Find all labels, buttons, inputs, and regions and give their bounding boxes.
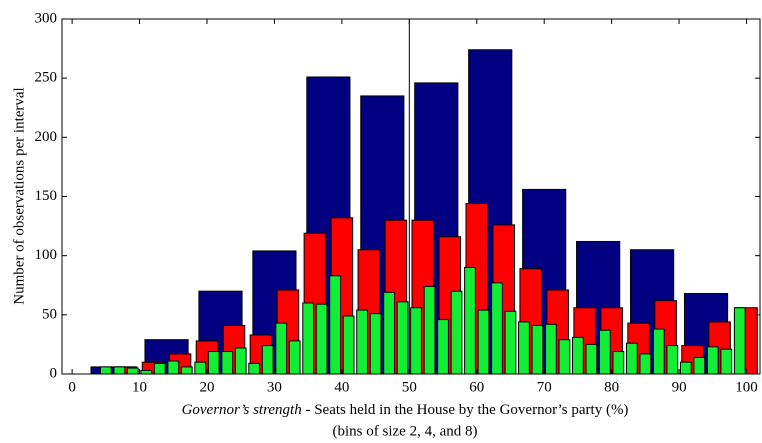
x-tick-label: 90 [672,379,687,395]
bar [450,290,463,375]
x-tick-label: 30 [267,379,282,395]
bar [558,339,571,375]
y-tick-label: 100 [35,247,58,263]
bar [383,291,395,375]
bar [612,351,625,375]
bar [167,360,180,375]
bar [679,361,692,375]
bar [194,361,207,375]
x-tick-label: 10 [132,379,147,395]
x-axis-label-rest: - Seats held in the House by the Governo… [302,402,629,418]
bar [113,366,126,375]
bar [153,362,166,375]
bar [207,351,220,375]
y-tick-label: 200 [35,129,58,145]
bar [234,347,247,375]
x-axis-label-italic: Governor’s strength [182,402,302,418]
bar [693,356,706,375]
bar [221,351,234,375]
bar [720,348,733,375]
bar [437,319,449,375]
x-tick-label: 80 [604,379,619,395]
bar [126,367,139,375]
x-axis-label-2: (bins of size 2, 4, and 8) [333,423,478,439]
y-tick-label: 150 [35,188,58,204]
bar [652,328,665,375]
bar [356,309,369,375]
bar [410,307,422,375]
bar [140,369,153,375]
x-tick-label: 40 [334,379,349,395]
bar [531,324,544,375]
bar [477,309,490,375]
x-tick-label: 100 [735,379,758,395]
y-tick-label: 250 [35,70,58,86]
bar [666,345,679,375]
bar [464,267,476,375]
bar [733,307,746,375]
bar [639,353,652,375]
bar [598,329,611,375]
bar [491,282,503,375]
bar [369,313,382,375]
bar [423,285,436,375]
bar [275,322,288,375]
y-tick-label: 300 [35,10,58,26]
bar [504,310,517,375]
bar [396,301,409,375]
bar [261,345,274,375]
x-tick-label: 50 [402,379,417,395]
bar [545,323,557,375]
x-axis-label: Governor’s strength - Seats held in the … [182,402,629,418]
bar [342,315,355,375]
bar [248,362,261,375]
y-tick-label: 0 [50,365,58,381]
bar [302,302,315,375]
bar [288,340,301,375]
bar [315,303,328,375]
bar [585,343,598,375]
bar [572,336,584,375]
y-axis-label: Number of observations per interval [11,87,27,304]
bar [706,346,719,375]
bar [99,366,112,375]
x-tick-label: 0 [68,379,76,395]
bar [625,342,638,375]
x-tick-label: 60 [469,379,484,395]
x-tick-label: 20 [199,379,214,395]
x-tick-label: 70 [537,379,552,395]
bar [329,275,342,375]
y-tick-label: 50 [42,306,57,322]
bar [518,321,530,375]
bar [180,366,193,375]
